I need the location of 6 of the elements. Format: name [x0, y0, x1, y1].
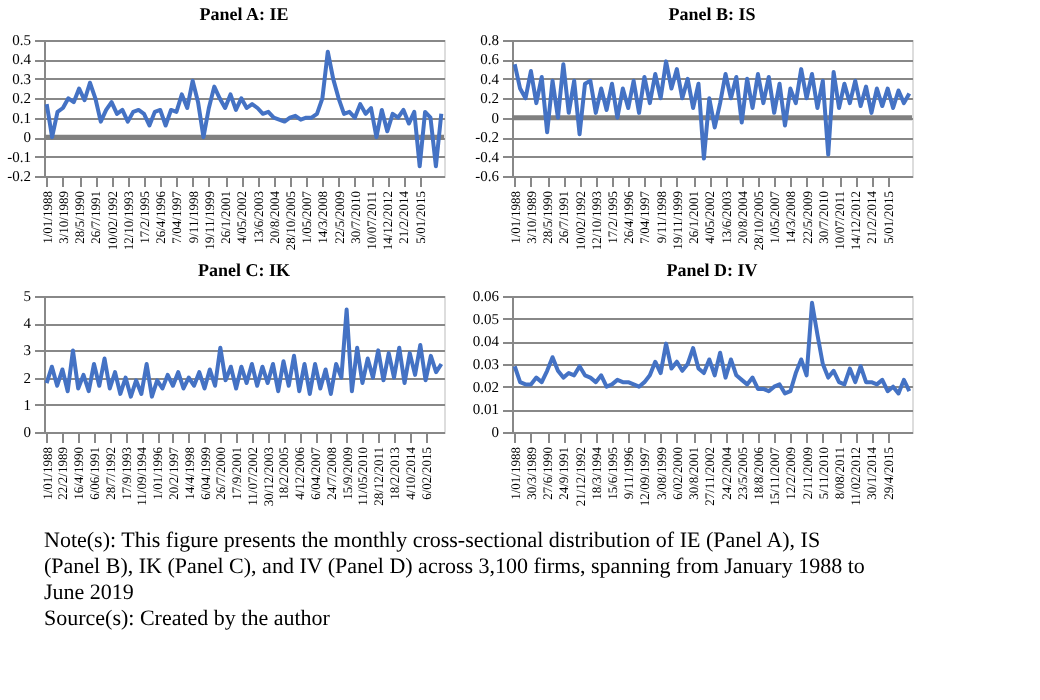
- chart-title: Panel C: IK: [198, 260, 290, 280]
- chart-title: Panel B: IS: [668, 4, 756, 24]
- source-note: Source(s): Created by the author: [44, 607, 331, 631]
- text: Note(s): This figure presents the monthly cross-sectional distribution of IE (Panel A), IS (Panel B), IK (Panel C), and IV (Panel D) across 3,100 firms, spanning from January 1988 to June 2019: [44, 529, 866, 605]
- chart-title: Panel D: IV: [666, 260, 759, 280]
- chart-title: Panel A: IE: [199, 4, 289, 24]
